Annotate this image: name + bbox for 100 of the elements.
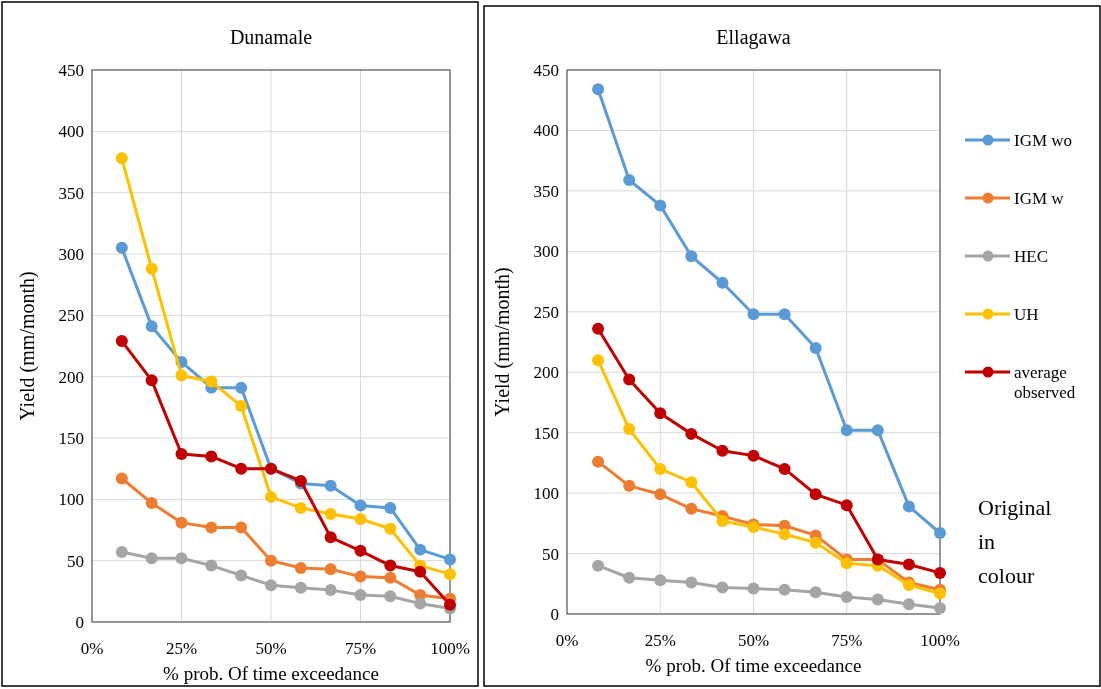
point xyxy=(324,479,337,492)
point xyxy=(205,521,218,534)
point xyxy=(716,276,729,289)
point xyxy=(685,250,698,263)
point xyxy=(871,424,884,437)
x-tick-label: 0% xyxy=(555,631,579,650)
point xyxy=(145,374,158,387)
point xyxy=(115,241,128,254)
point xyxy=(592,354,605,367)
point xyxy=(384,559,397,572)
point xyxy=(444,598,456,611)
y-tick-label: 100 xyxy=(58,490,84,510)
y-tick-label: 250 xyxy=(58,306,84,326)
point xyxy=(235,521,248,534)
point xyxy=(809,342,822,355)
point xyxy=(592,322,605,335)
point xyxy=(840,424,853,437)
point xyxy=(235,462,248,475)
point xyxy=(778,462,791,475)
y-axis-title: Yield (mm/month) xyxy=(491,267,514,417)
point xyxy=(809,488,822,501)
y-tick-label: 300 xyxy=(533,242,559,262)
point xyxy=(778,583,791,596)
point xyxy=(145,262,158,275)
point xyxy=(716,444,729,457)
point xyxy=(175,447,188,460)
y-tick-label: 150 xyxy=(58,429,84,448)
legend-label: IGM wo xyxy=(1014,131,1073,150)
point xyxy=(444,568,456,581)
x-tick-label: 75% xyxy=(344,639,377,658)
point xyxy=(265,490,277,503)
point xyxy=(685,502,698,515)
point xyxy=(902,598,915,611)
point xyxy=(294,562,307,575)
point xyxy=(265,579,277,592)
point xyxy=(324,508,337,521)
point xyxy=(414,597,427,610)
point xyxy=(354,512,367,525)
point xyxy=(414,565,427,578)
point xyxy=(623,423,636,436)
y-tick-label: 150 xyxy=(533,423,559,443)
point xyxy=(354,589,367,602)
y-tick-label: 200 xyxy=(533,363,559,383)
point xyxy=(324,584,337,597)
point xyxy=(265,554,277,567)
point xyxy=(354,570,367,583)
point xyxy=(747,449,760,462)
text: Original in colour xyxy=(978,495,1052,588)
point xyxy=(384,590,397,603)
x-tick-label: 50% xyxy=(255,639,287,658)
point xyxy=(592,559,605,572)
point xyxy=(840,591,853,604)
point xyxy=(809,586,822,599)
point xyxy=(354,544,367,557)
point xyxy=(205,450,218,463)
y-tick-label: 350 xyxy=(533,181,559,201)
y-tick-label: 0 xyxy=(550,605,559,624)
point xyxy=(294,501,307,514)
point xyxy=(145,552,158,565)
point xyxy=(145,497,158,510)
point xyxy=(840,499,853,512)
point xyxy=(175,516,188,529)
y-tick-label: 100 xyxy=(533,484,559,504)
point xyxy=(778,308,791,321)
point xyxy=(809,536,822,549)
y-axis-title: Yield (mm/month) xyxy=(16,271,39,421)
y-tick-label: 300 xyxy=(58,245,84,264)
point xyxy=(115,152,128,165)
point xyxy=(115,335,128,348)
point xyxy=(205,559,218,572)
point xyxy=(716,514,729,527)
x-tick-label: 75% xyxy=(831,631,863,650)
point xyxy=(654,488,667,501)
point xyxy=(592,83,605,96)
point xyxy=(654,407,667,420)
y-tick-label: 350 xyxy=(58,183,84,203)
point xyxy=(294,581,307,594)
y-tick-label: 400 xyxy=(533,121,559,141)
x-tick-label: 50% xyxy=(737,631,770,650)
legend-label: UH xyxy=(1014,305,1039,324)
point xyxy=(235,381,248,394)
point xyxy=(685,576,698,589)
x-axis-title: % prob. Of time exceedance xyxy=(163,663,379,684)
x-tick-label: 0% xyxy=(80,639,104,658)
point xyxy=(840,557,853,570)
point xyxy=(623,174,636,187)
point xyxy=(115,472,128,485)
point xyxy=(354,499,367,512)
point xyxy=(747,308,760,321)
point xyxy=(716,581,729,594)
x-tick-label: 25% xyxy=(644,631,676,650)
point xyxy=(934,601,946,614)
point xyxy=(384,571,397,584)
point xyxy=(324,563,337,576)
point xyxy=(444,553,456,566)
point xyxy=(871,593,884,606)
point xyxy=(115,546,128,559)
x-axis-title: % prob. Of time exceedance xyxy=(645,655,862,676)
y-tick-label: 450 xyxy=(58,61,84,80)
y-tick-label: 0 xyxy=(75,613,84,632)
